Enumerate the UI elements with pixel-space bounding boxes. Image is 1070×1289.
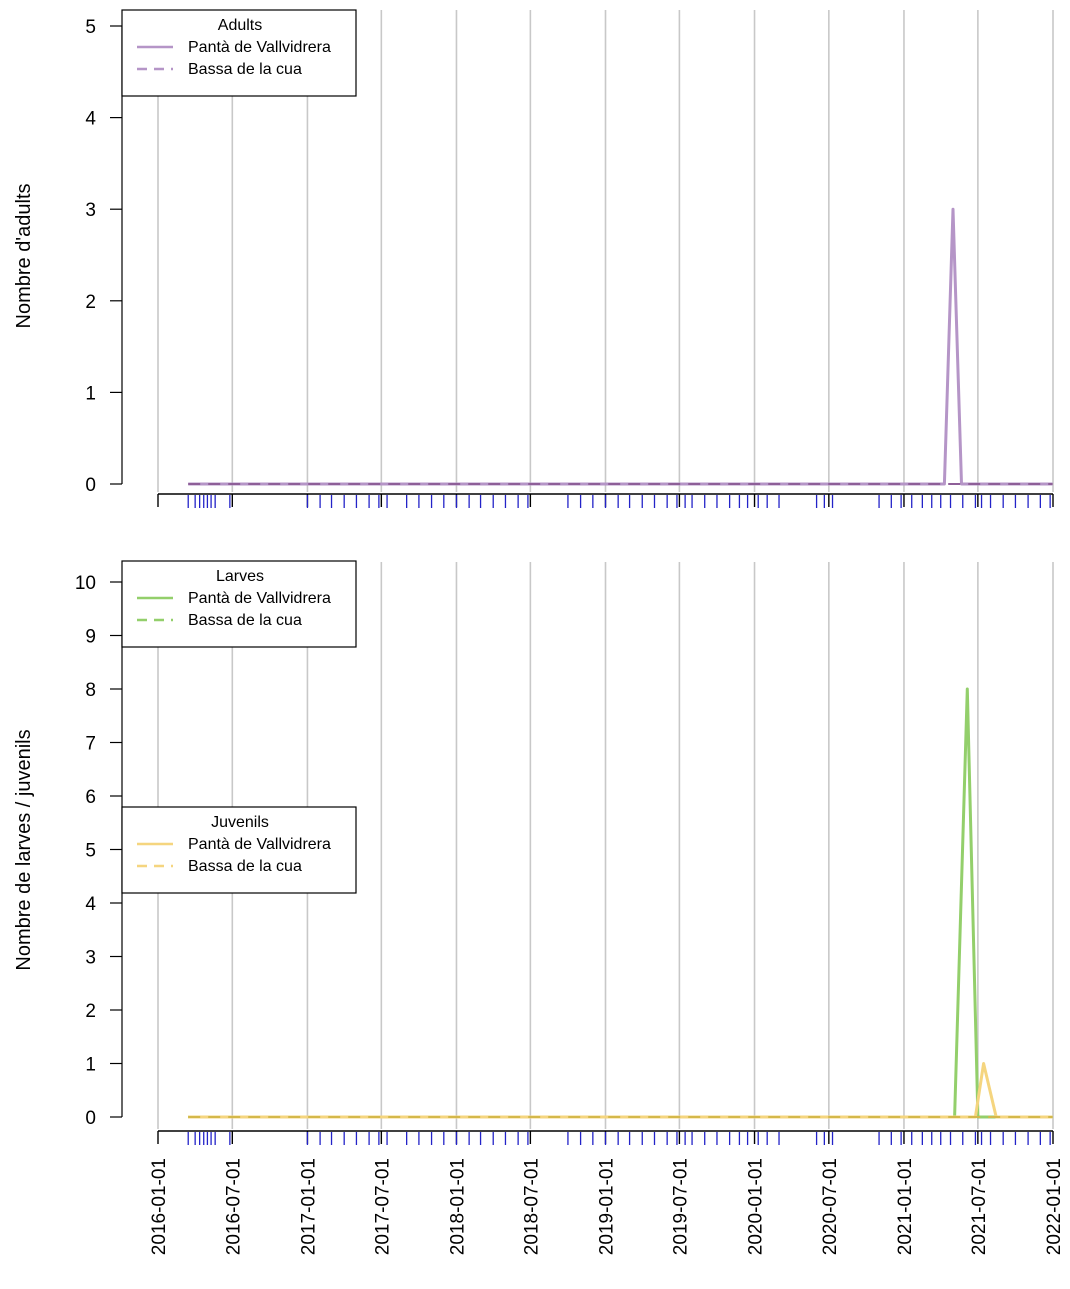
y-tick-label: 0 [85,1108,96,1129]
legend-label: Pantà de Vallvidrera [188,836,331,853]
x-tick-label: 2017-07-01 [372,1158,393,1255]
x-tick-label: 2021-01-01 [895,1158,916,1255]
x-axis-tick-labels: 2016-01-01 2016-07-01 2017-01-01 2017-07-01… [149,1158,1065,1255]
x-tick-label: 2020-07-01 [820,1158,841,1255]
legend: Adults Pantà de Vallvidrera Bassa de la cu… [121,9,357,97]
y-tick-label: 4 [85,109,96,130]
x-tick-label: 2018-07-01 [521,1158,542,1255]
y-tick-label: 2 [85,1001,96,1022]
x-tick-label: 2020-01-01 [746,1158,767,1255]
legend-label: Pantà de Vallvidrera [188,39,331,56]
y-tick-label: 5 [85,841,96,862]
legend-title: Larves [216,568,264,585]
y-axis-title-larves-juvenils: Nombre de larves / juvenils [13,729,35,970]
legend-box [121,560,357,648]
legend: Juvenils Pantà de Vallvidrera Bassa de la … [121,806,357,894]
x-tick-label: 2021-07-01 [969,1158,990,1255]
y-tick-label: 0 [85,475,96,496]
x-tick-label: 2019-01-01 [597,1158,618,1255]
legend-label: Bassa de la cua [188,612,302,629]
y-tick-label: 6 [85,787,96,808]
y-tick-label: 7 [85,734,96,755]
legend-box [121,9,357,97]
y-tick-label: 3 [85,200,96,221]
legend-label: Bassa de la cua [188,858,302,875]
y-tick-label: 8 [85,680,96,701]
y-axis-title-adults: Nombre d'adults [13,184,35,329]
legend: Larves Pantà de Vallvidrera Bassa de la cu… [121,560,357,648]
legend-title: Juvenils [211,814,269,831]
legend-label: Pantà de Vallvidrera [188,590,331,607]
y-tick-label: 4 [85,894,96,915]
y-tick-label: 2 [85,292,96,313]
x-tick-label: 2019-07-01 [670,1158,691,1255]
x-tick-label: 2022-01-01 [1044,1158,1065,1255]
y-tick-label: 10 [75,573,96,594]
series-line [188,1062,1053,1119]
legend-box [121,806,357,894]
y-tick-label: 1 [85,383,96,404]
y-tick-label: 9 [85,627,96,648]
larves-juvenils-panel: Nombre de larves / juvenils 0 1 2 3 4 5 6 7 8 9 10… [13,560,1054,1145]
y-tick-label: 3 [85,948,96,969]
adults-panel: Nombre d'adults 0 1 2 3 4 5 Adults Pantà de Val… [13,9,1054,508]
x-tick-label: 2018-01-01 [447,1158,468,1255]
y-tick-label: 5 [85,17,96,38]
legend-label: Bassa de la cua [188,61,302,78]
series-line [188,687,1053,1119]
y-tick-label: 1 [85,1055,96,1076]
series-line [188,207,1053,486]
x-tick-label: 2017-01-01 [298,1158,319,1255]
x-tick-label: 2016-01-01 [149,1158,170,1255]
x-tick-label: 2016-07-01 [223,1158,244,1255]
legend-title: Adults [218,17,262,34]
